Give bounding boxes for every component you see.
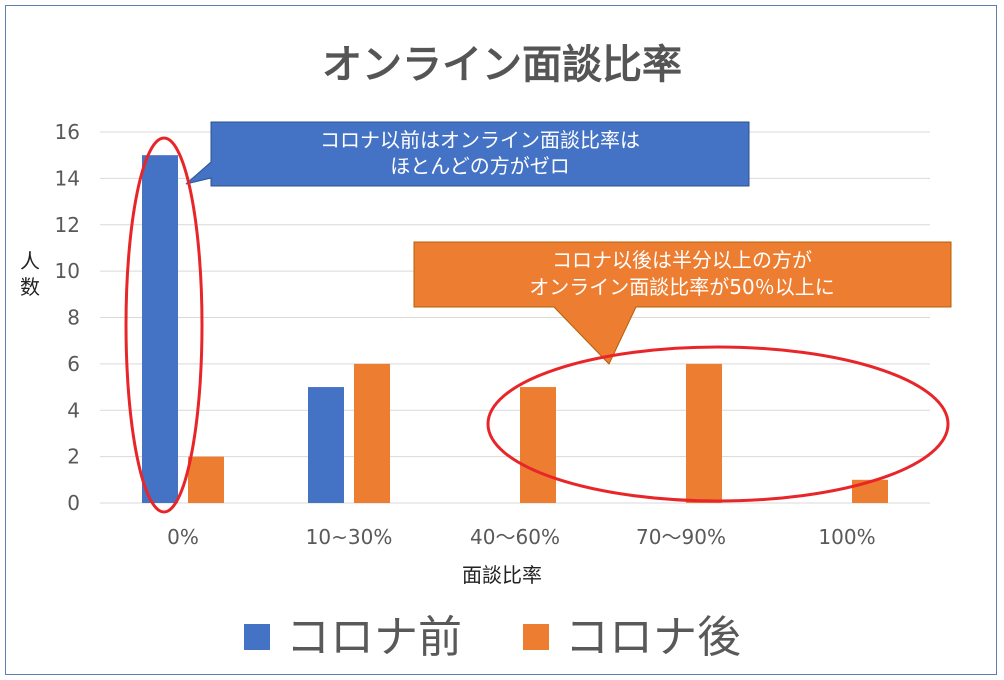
bar [354,363,390,503]
legend-swatch-before [244,624,270,650]
chart-frame: オンライン面談比率 0 2 4 6 8 10 12 14 16 0% 10~30% 40～60% 70… [5,5,997,675]
callout-before-line-2: ほとんどの方がゼロ [390,154,569,178]
y-axis-ticks: 0 2 4 6 8 10 12 14 16 [55,120,80,515]
x-tick-label: 70～90% [636,525,726,549]
x-tick-label: 10~30% [306,525,393,549]
y-tick-label: 8 [67,306,80,330]
bar [520,387,556,503]
callout-after-line-2: オンライン面談比率が50％以上に [529,275,834,299]
callout-after-box [413,241,952,365]
grid [100,131,930,504]
legend-label-before: コロナ前 [286,612,462,663]
x-axis-title: 面談比率 [462,563,542,587]
y-axis-title-char-1: 人 [20,249,40,273]
callout-before-box [185,121,750,187]
bar [142,155,178,503]
x-tick-label: 100% [818,525,875,549]
legend-swatch-after [523,624,549,650]
chart: オンライン面談比率 0 2 4 6 8 10 12 14 16 0% 10~30% 40～60% 70… [20,42,952,663]
y-tick-label: 12 [55,213,80,237]
bar [686,363,722,503]
x-tick-label: 40～60% [470,525,560,549]
y-tick-label: 0 [67,491,80,515]
chart-title: オンライン面談比率 [322,42,682,88]
legend-label-after: コロナ後 [565,612,741,663]
highlight-ellipse-40-100pct [486,345,950,503]
y-tick-label: 2 [67,445,80,469]
callout-after-line-1: コロナ以後は半分以上の方が [552,248,812,272]
y-axis-title-char-2: 数 [20,275,40,299]
callout-before: コロナ以前はオンライン面談比率は ほとんどの方がゼロ [185,121,750,187]
y-tick-label: 4 [67,398,80,422]
y-axis-title: 人 数 [20,249,40,299]
y-tick-label: 14 [55,166,80,190]
bar [308,387,344,503]
bars [142,155,888,503]
y-tick-label: 16 [55,120,80,144]
x-axis-ticks: 0% 10~30% 40～60% 70～90% 100% [167,525,875,549]
callout-before-line-1: コロナ以前はオンライン面談比率は [320,128,640,152]
legend: コロナ前 コロナ後 [244,612,741,663]
y-tick-label: 10 [55,259,80,283]
highlight-ellipse-0pct [124,136,204,514]
y-tick-label: 6 [67,352,80,376]
bar [188,456,224,503]
x-tick-label: 0% [167,525,199,549]
callout-after: コロナ以後は半分以上の方が オンライン面談比率が50％以上に [413,241,952,365]
